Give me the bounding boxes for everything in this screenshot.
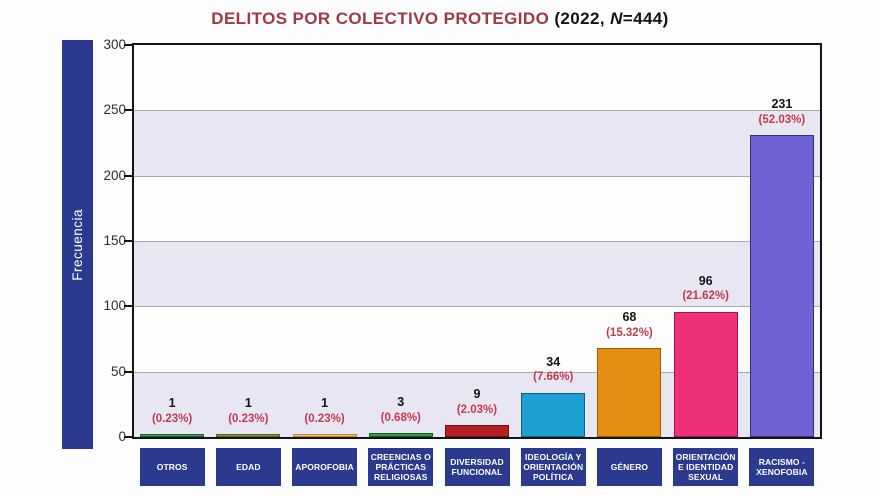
y-tick-label: 200: [103, 167, 126, 183]
y-tick-label: 50: [110, 363, 126, 379]
y-tick-mark: [124, 174, 132, 177]
category-label: ORIENTACIÓN E IDENTIDAD SEXUAL: [673, 448, 739, 486]
y-axis-label: Frecuencia: [70, 208, 85, 281]
bar-percent: (7.66%): [533, 371, 574, 384]
bar-percent: (0.68%): [380, 411, 421, 424]
y-tick-label: 250: [103, 102, 126, 118]
bar-count: 1: [168, 396, 176, 410]
category-label: DIVERSIDAD FUNCIONAL: [444, 448, 510, 486]
bar-count: 68: [622, 310, 637, 325]
bar-value-label: 231 (52.03%): [744, 97, 820, 127]
bar-value-label: 1 (0.23%): [286, 396, 362, 426]
bar: [749, 135, 814, 437]
gridline: [134, 306, 820, 308]
category-label: EDAD: [215, 448, 281, 486]
bar: [445, 425, 509, 437]
y-tick-label: 100: [103, 298, 126, 314]
plot-band: [134, 241, 820, 307]
bar: [292, 434, 357, 437]
gridline: [134, 241, 820, 242]
x-axis-category-labels: OTROS EDAD APOROFOBIA CREENCIAS O PRÁCTICAS…: [134, 448, 820, 486]
gridline: [134, 110, 820, 112]
chart-title-note-post: =444): [622, 9, 669, 28]
bar-percent: (52.03%): [758, 113, 806, 126]
category-label: GÉNERO: [596, 448, 662, 486]
bar-percent: (15.32%): [606, 326, 653, 339]
bar-count: 9: [473, 387, 481, 402]
gridline: [134, 175, 820, 177]
bar-value-label: 3 (0.68%): [363, 395, 439, 425]
bar-count: 1: [244, 396, 252, 410]
gridline: [134, 371, 820, 373]
bar: [140, 434, 205, 437]
chart-title-note-pre: (2022,: [549, 9, 611, 28]
bar-count: 96: [698, 273, 713, 288]
y-tick-mark: [124, 109, 132, 112]
bar: [216, 434, 281, 437]
chart-title-main: DELITOS POR COLECTIVO PROTEGIDO: [211, 9, 550, 28]
bar-percent: (0.23%): [151, 412, 193, 425]
y-tick-mark: [124, 305, 132, 308]
y-tick-label: 0: [118, 429, 126, 444]
bar-count: 231: [771, 97, 793, 112]
bar: [673, 311, 738, 437]
bar-count: 3: [397, 395, 405, 410]
plot-band: [134, 110, 820, 176]
bar: [368, 433, 433, 437]
category-label: OTROS: [139, 448, 205, 486]
bar-percent: (2.03%): [456, 403, 498, 416]
bar-percent: (0.23%): [304, 412, 345, 425]
bar-value-label: 68 (15.32%): [591, 310, 667, 340]
bar-value-label: 9 (2.03%): [439, 387, 515, 417]
y-tick-label: 150: [103, 233, 126, 248]
plot-area: 1 (0.23%) 1 (0.23%) 1 (0.23%) 3 (0.68%) 9 (2.03%)…: [124, 43, 822, 439]
y-axis-label-panel: Frecuencia: [62, 40, 93, 449]
y-axis-tick-labels: 0 50 100 150 200 250 300: [90, 37, 130, 444]
category-label: APOROFOBIA: [292, 448, 358, 486]
chart-title-note-n: N: [610, 9, 623, 28]
y-tick-mark: [124, 44, 132, 46]
bar-value-label: 1 (0.23%): [210, 396, 286, 426]
y-tick-mark: [124, 436, 132, 438]
category-label: IDEOLOGÍA Y ORIENTACIÓN POLÍTICA: [520, 448, 586, 486]
bar-count: 1: [321, 396, 329, 410]
category-label: RACISMO - XENOFOBIA: [749, 448, 815, 486]
y-tick-label: 300: [103, 37, 126, 52]
bar: [521, 392, 586, 437]
bar-value-label: 96 (21.62%): [668, 274, 744, 304]
bar: [597, 348, 662, 437]
bar-value-label: 34 (7.66%): [515, 355, 591, 385]
y-tick-mark: [124, 370, 132, 373]
bar-value-label: 1 (0.23%): [134, 396, 210, 426]
chart-title: DELITOS POR COLECTIVO PROTEGIDO (2022, N…: [0, 9, 880, 29]
bar-count: 34: [546, 354, 561, 369]
bar-percent: (21.62%): [682, 290, 729, 303]
category-label: CREENCIAS O PRÁCTICAS RELIGIOSAS: [368, 448, 434, 486]
chart-title-note: (2022, N=444): [549, 9, 669, 28]
y-tick-mark: [124, 240, 132, 242]
bar-percent: (0.23%): [228, 412, 269, 425]
